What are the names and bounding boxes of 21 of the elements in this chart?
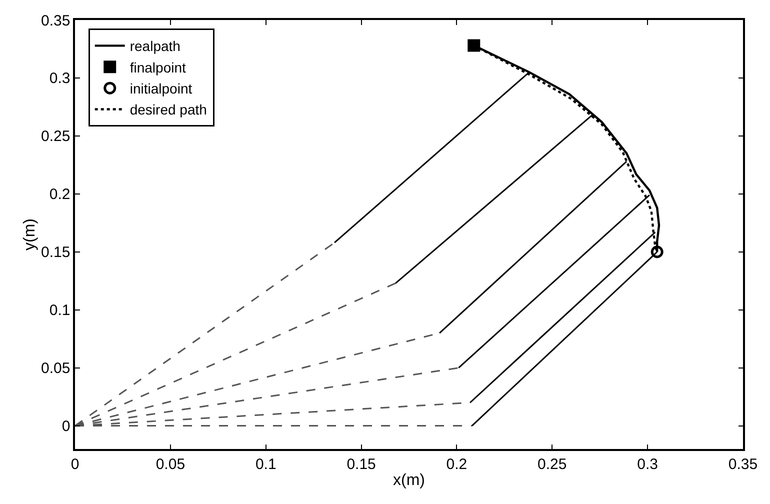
legend-label: realpath (130, 38, 180, 54)
legend-label: finalpoint (130, 59, 186, 76)
y-tick-label: 0 (62, 418, 70, 436)
legend-label: desired path (130, 102, 207, 118)
x-tick-label: 0.05 (156, 456, 186, 473)
x-axis-title: x(m) (393, 472, 425, 489)
y-tick-label: 0.1 (49, 302, 70, 320)
y-tick-label: 0.25 (41, 128, 70, 146)
x-tick-label: 0.1 (255, 456, 276, 473)
x-tick-label: 0.25 (538, 456, 567, 473)
y-tick-label: 0.2 (49, 186, 70, 204)
legend-label: initialpoint (130, 80, 192, 97)
y-tick-label: 0.3 (49, 70, 70, 88)
y-tick-label: 0.15 (41, 244, 70, 262)
x-tick-label: 0.35 (728, 456, 758, 473)
y-tick-label: 0.35 (41, 12, 70, 30)
y-axis-title: y(m) (21, 218, 38, 250)
x-tick-label: 0.2 (446, 456, 468, 473)
x-tick-label: 0.15 (346, 456, 376, 473)
x-tick-label: 0.3 (637, 456, 658, 473)
y-tick-label: 0.05 (41, 360, 70, 378)
